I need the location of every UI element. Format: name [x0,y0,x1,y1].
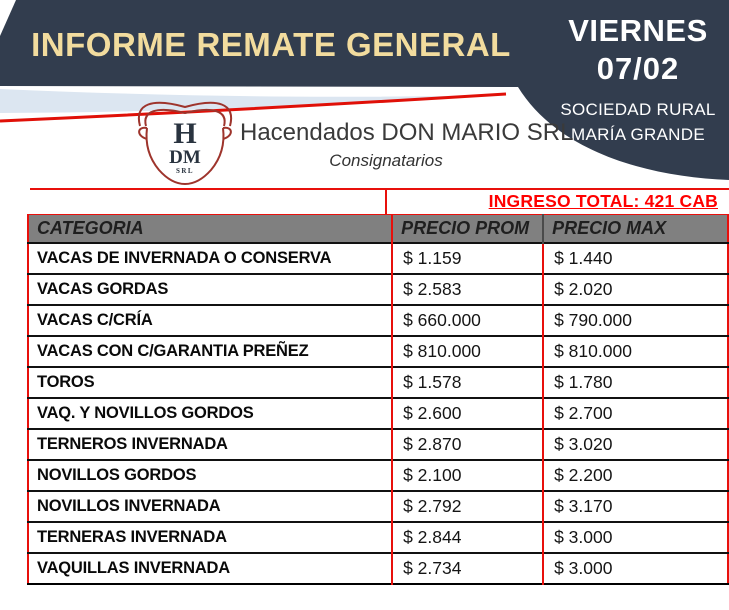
table-row: NOVILLOS GORDOS $ 2.100 $ 2.200 [28,459,728,491]
categoria-cell: VACAS DE INVERNADA O CONSERVA [28,242,393,274]
precio-prom-cell: $ 2.600 [391,397,544,429]
table-row: VACAS C/CRÍA $ 660.000 $ 790.000 [28,304,728,336]
table-row: VACAS GORDAS $ 2.583 $ 2.020 [28,273,728,305]
precio-max-cell: $ 2.700 [542,397,728,429]
categoria-cell: TOROS [28,366,393,398]
categoria-cell: VAQUILLAS INVERNADA [28,552,393,584]
brand-tagline: Consignatarios [329,151,443,170]
navy-band-shape [0,0,729,180]
table-row: VACAS DE INVERNADA O CONSERVA $ 1.159 $ … [28,242,728,274]
bull-ear-right [222,126,232,140]
precio-prom-cell: $ 2.583 [391,273,544,305]
brand-name: Hacendados DON MARIO SRL [240,119,574,146]
categoria-cell: VACAS GORDAS [28,273,393,305]
bull-logo-icon: H DM SRL [137,101,233,186]
precio-prom-cell: $ 660.000 [391,304,544,336]
categoria-cell: VAQ. Y NOVILLOS GORDOS [28,397,393,429]
table-row: NOVILLOS INVERNADA $ 2.792 $ 3.170 [28,490,728,522]
precio-max-cell: $ 2.020 [542,273,728,305]
column-header-precio-prom: PRECIO PROM [391,214,544,243]
logo-monogram-h: H [173,117,196,150]
precio-max-cell: $ 3.170 [542,490,728,522]
column-header-precio-max: PRECIO MAX [542,214,728,243]
venue-line-2: MARÍA GRANDE [571,125,705,144]
table-row: TERNERAS INVERNADA $ 2.844 $ 3.000 [28,521,728,553]
precio-max-cell: $ 3.000 [542,521,728,553]
table-header-row: CATEGORIA PRECIO PROM PRECIO MAX [28,214,728,243]
precio-prom-cell: $ 2.792 [391,490,544,522]
precio-prom-cell: $ 2.734 [391,552,544,584]
categoria-cell: NOVILLOS GORDOS [28,459,393,491]
red-swoosh-line [0,92,507,123]
date-label: 07/02 [596,51,680,86]
bull-horns-inner [144,108,226,127]
categoria-cell: TERNERAS INVERNADA [28,521,393,553]
logo-monogram-dm: DM [169,147,201,168]
precio-max-cell: $ 3.000 [542,552,728,584]
ingreso-total-label: INGRESO TOTAL: 421 CAB [488,191,718,211]
precio-max-cell: $ 790.000 [542,304,728,336]
precio-prom-cell: $ 2.870 [391,428,544,460]
venue-line-1: SOCIEDAD RURAL [560,100,716,119]
table-row: VACAS CON C/GARANTIA PREÑEZ $ 810.000 $ … [28,335,728,367]
date-badge: VIERNES 07/02 SOCIEDAD RURAL MARÍA GRAND… [552,12,724,147]
precio-prom-cell: $ 1.578 [391,366,544,398]
precio-prom-cell: $ 810.000 [391,335,544,367]
table-row: VAQUILLAS INVERNADA $ 2.734 $ 3.000 [28,552,728,584]
bull-ear-left [138,126,148,140]
precio-max-cell: $ 1.440 [542,242,728,274]
bull-horns-outer [137,101,233,127]
categoria-cell: NOVILLOS INVERNADA [28,490,393,522]
precio-max-cell: $ 3.020 [542,428,728,460]
logo-monogram-srl: SRL [176,167,194,175]
precio-max-cell: $ 810.000 [542,335,728,367]
price-table: CATEGORIA PRECIO PROM PRECIO MAX VACAS D… [27,214,729,585]
date-day-label: VIERNES [568,13,708,48]
page-title: INFORME REMATE GENERAL [31,26,511,63]
table-row: TOROS $ 1.578 $ 1.780 [28,366,728,398]
precio-max-cell: $ 1.780 [542,366,728,398]
precio-prom-cell: $ 2.844 [391,521,544,553]
precio-prom-cell: $ 1.159 [391,242,544,274]
categoria-cell: VACAS C/CRÍA [28,304,393,336]
divider-rule [30,188,729,190]
precio-max-cell: $ 2.200 [542,459,728,491]
blue-swoosh-shape [0,89,495,113]
categoria-cell: TERNEROS INVERNADA [28,428,393,460]
column-divider-segment [385,189,387,215]
categoria-cell: VACAS CON C/GARANTIA PREÑEZ [28,335,393,367]
bull-head-outline [145,127,225,186]
table-row: TERNEROS INVERNADA $ 2.870 $ 3.020 [28,428,728,460]
precio-prom-cell: $ 2.100 [391,459,544,491]
header-banner-graphic [0,0,729,180]
table-row: VAQ. Y NOVILLOS GORDOS $ 2.600 $ 2.700 [28,397,728,429]
corner-wedge [0,0,16,36]
column-header-categoria: CATEGORIA [28,214,393,243]
